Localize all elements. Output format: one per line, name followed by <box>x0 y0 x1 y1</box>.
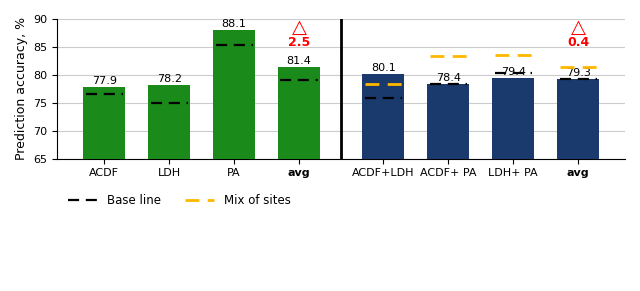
Bar <box>557 79 599 159</box>
Text: △: △ <box>291 18 307 37</box>
Bar <box>428 84 469 159</box>
Text: 79.4: 79.4 <box>500 68 525 77</box>
Bar <box>148 85 190 159</box>
Y-axis label: Prediction accuracy, %: Prediction accuracy, % <box>15 17 28 160</box>
Text: 88.1: 88.1 <box>221 19 246 29</box>
Text: 77.9: 77.9 <box>92 76 116 86</box>
Text: △: △ <box>571 18 586 37</box>
Bar <box>492 78 534 159</box>
Text: 78.2: 78.2 <box>157 74 182 84</box>
Text: 79.3: 79.3 <box>566 68 591 78</box>
Legend: Base line, Mix of sites: Base line, Mix of sites <box>63 189 295 212</box>
Bar <box>278 67 320 159</box>
Text: 78.4: 78.4 <box>436 73 461 83</box>
Text: 2.5: 2.5 <box>288 36 310 49</box>
Text: 80.1: 80.1 <box>371 63 396 74</box>
Text: 81.4: 81.4 <box>287 56 312 66</box>
Bar <box>362 74 404 159</box>
Bar <box>83 87 125 159</box>
Bar <box>213 30 255 159</box>
Text: 0.4: 0.4 <box>567 36 589 49</box>
